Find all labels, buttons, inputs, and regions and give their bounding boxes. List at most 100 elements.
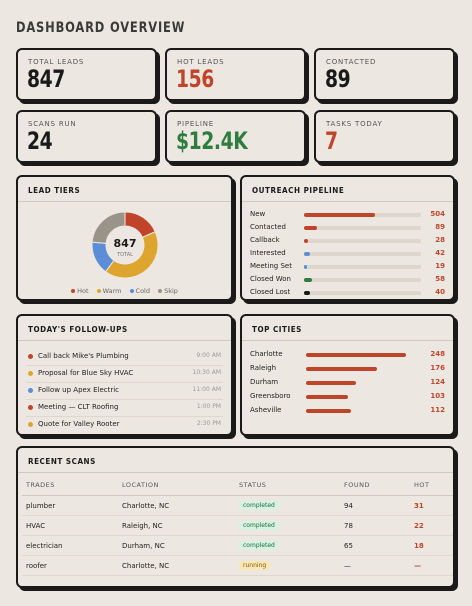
city-row[interactable]: Greensboro 103	[250, 391, 445, 403]
stat-card-hot-leads[interactable]: HOT LEADS 156	[165, 48, 306, 101]
legend-item-cold: Cold	[129, 287, 150, 295]
cell-status: completed	[235, 515, 340, 536]
cell-trade: roofer	[22, 555, 118, 576]
cell-found: 65	[340, 535, 410, 556]
chart-legend: Hot Warm Cold Skip	[18, 287, 231, 295]
city-count: 124	[430, 378, 445, 386]
card-title: TOP CITIES	[252, 325, 302, 334]
pipeline-row[interactable]: Interested 42	[250, 248, 445, 260]
bullet-icon	[28, 422, 33, 427]
followup-text: Call back Mike's Plumbing	[38, 352, 129, 360]
bar-track	[306, 367, 421, 371]
warm-dot-icon	[96, 289, 101, 293]
column-header-hot[interactable]: HOT	[410, 478, 453, 496]
divider	[18, 472, 453, 473]
divider	[18, 340, 231, 341]
stat-card-tasks-today[interactable]: TASKS TODAY 7	[314, 110, 455, 163]
divider	[26, 365, 223, 366]
followup-text: Proposal for Blue Sky HVAC	[38, 369, 134, 377]
pipeline-row[interactable]: New 504	[250, 209, 445, 221]
card-title: TODAY'S FOLLOW-UPS	[28, 325, 128, 334]
bar-track	[306, 381, 421, 385]
table-row[interactable]: HVAC Raleigh, NC completed 78 22	[22, 515, 453, 536]
city-count: 176	[430, 364, 445, 372]
stat-value: 24	[27, 127, 53, 155]
bar-fill	[304, 291, 310, 295]
pipeline-row[interactable]: Closed Lost 40	[250, 287, 445, 299]
cell-status: completed	[235, 535, 340, 556]
donut-slice-warm[interactable]	[104, 231, 159, 279]
pipeline-label: New	[250, 210, 266, 218]
bar-track	[304, 265, 421, 269]
followup-time: 1:00 PM	[196, 403, 221, 410]
stat-card-scans-run[interactable]: SCANS RUN 24	[16, 110, 157, 163]
followup-text: Quote for Valley Rooter	[38, 420, 120, 428]
recent-scans-card: RECENT SCANS TRADES LOCATION STATUS FOUN…	[16, 446, 455, 588]
pipeline-count: 58	[435, 275, 445, 283]
table-row[interactable]: plumber Charlotte, NC completed 94 31	[22, 495, 453, 516]
cell-found: 94	[340, 495, 410, 516]
bar-fill	[304, 213, 375, 217]
followup-text: Follow up Apex Electric	[38, 386, 120, 394]
pipeline-row[interactable]: Contacted 89	[250, 222, 445, 234]
bar-fill	[306, 367, 377, 371]
donut-slice-skip[interactable]	[91, 211, 126, 244]
followup-item[interactable]: Call back Mike's Plumbing 9:00 AM	[28, 350, 221, 364]
column-header-found[interactable]: FOUND	[340, 478, 410, 496]
column-header-location[interactable]: LOCATION	[118, 478, 235, 496]
city-row[interactable]: Asheville 112	[250, 405, 445, 417]
pipeline-row[interactable]: Callback 28	[250, 235, 445, 247]
pipeline-count: 504	[430, 210, 445, 218]
scans-table: TRADES LOCATION STATUS FOUND HOT plumber…	[22, 478, 453, 576]
status-badge: completed	[239, 541, 279, 550]
legend-label: Skip	[164, 287, 178, 295]
pipeline-count: 42	[435, 249, 445, 257]
stat-value: 7	[325, 127, 338, 155]
followup-item[interactable]: Quote for Valley Rooter 2:30 PM	[28, 418, 221, 432]
stat-label: PIPELINE	[177, 120, 214, 128]
legend-item-skip: Skip	[158, 287, 178, 295]
cell-trade: plumber	[22, 495, 118, 516]
city-row[interactable]: Raleigh 176	[250, 363, 445, 375]
cell-trade: HVAC	[22, 515, 118, 536]
followup-item[interactable]: Proposal for Blue Sky HVAC 10:30 AM	[28, 367, 221, 381]
pipeline-label: Contacted	[250, 223, 286, 231]
legend-label: Cold	[135, 287, 150, 295]
followup-item[interactable]: Follow up Apex Electric 11:00 AM	[28, 384, 221, 398]
bar-fill	[306, 395, 348, 399]
bullet-icon	[28, 405, 33, 410]
cell-found: —	[340, 555, 410, 576]
stat-value: 156	[176, 65, 214, 93]
card-title: OUTREACH PIPELINE	[252, 186, 345, 195]
bar-track	[304, 239, 421, 243]
stat-card-contacted[interactable]: CONTACTED 89	[314, 48, 455, 101]
stat-card-pipeline[interactable]: PIPELINE $12.4K	[165, 110, 306, 163]
city-row[interactable]: Charlotte 248	[250, 349, 445, 361]
table-row[interactable]: electrician Durham, NC completed 65 18	[22, 535, 453, 556]
table-header-row: TRADES LOCATION STATUS FOUND HOT	[22, 478, 453, 496]
column-header-status[interactable]: STATUS	[235, 478, 340, 496]
cell-found: 78	[340, 515, 410, 536]
pipeline-count: 40	[435, 288, 445, 296]
stat-label: CONTACTED	[326, 58, 377, 66]
table-row[interactable]: roofer Charlotte, NC running — —	[22, 555, 453, 576]
bullet-icon	[28, 388, 33, 393]
pipeline-label: Interested	[250, 249, 286, 257]
pipeline-label: Callback	[250, 236, 280, 244]
skip-dot-icon	[158, 289, 163, 293]
stat-card-total-leads[interactable]: TOTAL LEADS 847	[16, 48, 157, 101]
cell-location: Charlotte, NC	[118, 555, 235, 576]
city-row[interactable]: Durham 124	[250, 377, 445, 389]
divider	[242, 340, 453, 341]
column-header-trades[interactable]: TRADES	[22, 478, 118, 496]
cell-status: completed	[235, 495, 340, 516]
pipeline-row[interactable]: Meeting Set 19	[250, 261, 445, 273]
bar-fill	[306, 381, 356, 385]
status-badge: completed	[239, 521, 279, 530]
cold-dot-icon	[129, 289, 134, 293]
followup-item[interactable]: Meeting — CLT Roofing 1:00 PM	[28, 401, 221, 415]
pipeline-row[interactable]: Closed Won 58	[250, 274, 445, 286]
city-count: 112	[430, 406, 445, 414]
stat-value: 89	[325, 65, 351, 93]
city-name: Durham	[250, 378, 279, 386]
